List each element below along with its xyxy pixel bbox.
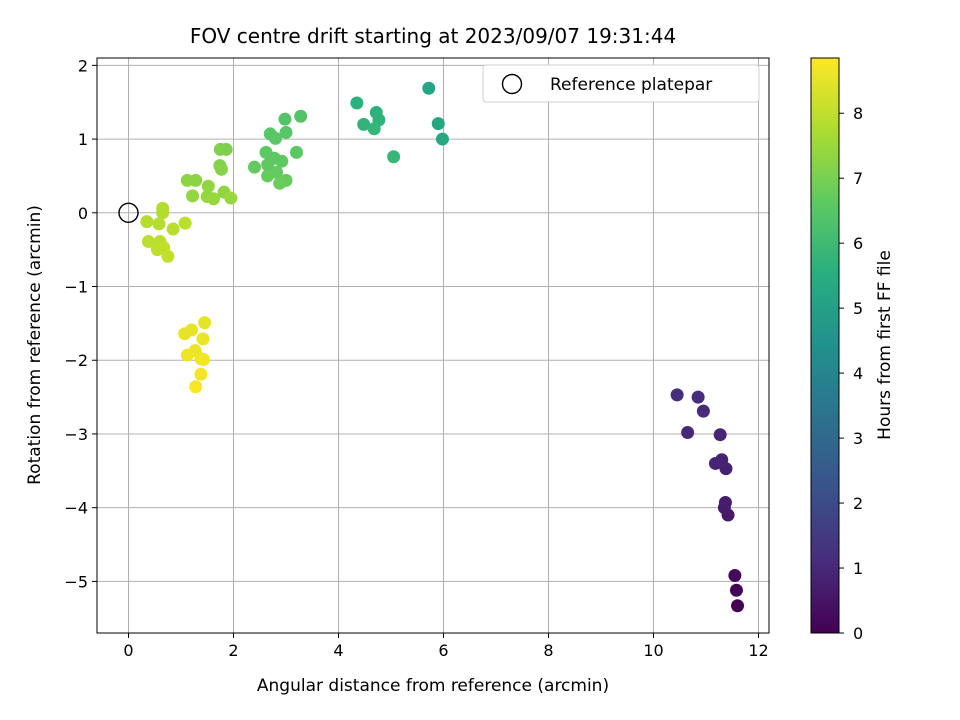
reference-marker [118, 202, 139, 224]
legend: Reference platepar [482, 64, 760, 103]
y-tick-label: −1 [64, 278, 88, 297]
scatter-point [261, 158, 275, 172]
scatter-point [691, 390, 705, 404]
colorbar-ticks: 0 1 2 3 4 5 6 7 8 [839, 104, 863, 643]
chart-title: FOV centre drift starting at 2023/09/07 … [190, 24, 676, 48]
x-tick-label: 6 [438, 641, 448, 660]
reference-layer [118, 202, 139, 224]
x-tick-label: 0 [123, 641, 133, 660]
scatter-point [161, 249, 175, 263]
scatter-point [729, 583, 743, 597]
y-tick-label: −2 [64, 351, 88, 370]
colorbar-tick-label: 0 [853, 624, 863, 643]
x-tick-label: 2 [228, 641, 238, 660]
scatter-point [207, 192, 221, 206]
scatter-point [290, 145, 303, 159]
x-tick-label: 8 [543, 641, 553, 660]
colorbar-tick-label: 3 [853, 429, 863, 448]
scatter-point [201, 179, 215, 193]
scatter-point [197, 353, 211, 367]
scatter-point [357, 117, 371, 131]
scatter-point [156, 206, 170, 220]
scatter-point [708, 456, 722, 470]
scatter-point [180, 348, 194, 362]
x-tick-label: 4 [333, 641, 343, 660]
y-tick-label: −3 [64, 425, 88, 444]
y-axis-ticks: −5 −4 −3 −2 −1 0 1 2 [64, 56, 97, 591]
x-tick-label: 10 [643, 641, 663, 660]
colorbar-tick-label: 2 [853, 494, 863, 513]
scatter-point [431, 117, 445, 131]
legend-reference-marker [501, 73, 523, 95]
scatter-point [294, 109, 308, 123]
scatter-point [214, 162, 228, 176]
scatter-point [166, 222, 180, 236]
scatter-point [435, 132, 449, 146]
colorbar-tick-label: 7 [853, 169, 863, 188]
legend-reference-label: Reference platepar [550, 75, 712, 95]
colorbar-tick-label: 5 [853, 299, 863, 318]
scatter-point [224, 191, 238, 205]
colorbar-tick-label: 8 [853, 104, 863, 123]
scatter-point [140, 215, 154, 229]
colorbar: 0 1 2 3 4 5 6 7 8 Hours from first FF file [810, 57, 895, 643]
scatter-point [189, 380, 203, 394]
scatter-point [186, 189, 200, 203]
x-tick-label: 12 [748, 641, 768, 660]
scatter-point [367, 122, 381, 136]
scatter-point [189, 173, 203, 187]
scatter-point [275, 154, 289, 168]
scatter-point [178, 327, 192, 341]
scatter-point [196, 332, 210, 346]
scatter-point [141, 235, 155, 249]
y-tick-label: 0 [78, 204, 88, 223]
y-tick-label: 1 [78, 130, 88, 149]
scatter-point [269, 131, 282, 145]
scatter-point [152, 217, 166, 231]
colorbar-gradient [810, 57, 840, 634]
scatter-point [278, 112, 292, 126]
x-axis-ticks: 0 2 4 6 8 10 12 [123, 633, 769, 660]
colorbar-tick-label: 6 [853, 234, 863, 253]
scatter-point [198, 316, 212, 330]
colorbar-tick-label: 1 [853, 559, 863, 578]
y-tick-label: −5 [64, 572, 88, 591]
scatter-point [279, 125, 293, 139]
legend-box [482, 64, 760, 103]
scatter-point [273, 176, 287, 190]
scatter-point [178, 216, 192, 230]
scatter-points [140, 81, 744, 613]
scatter-point [696, 404, 710, 418]
x-axis-label: Angular distance from reference (arcmin) [257, 676, 609, 696]
scatter-point [731, 599, 744, 613]
scatter-point [261, 169, 275, 183]
colorbar-tick-label: 4 [853, 364, 863, 383]
scatter-point [718, 496, 732, 510]
scatter-point [670, 388, 684, 402]
scatter-point [713, 428, 727, 442]
y-axis-label: Rotation from reference (arcmin) [25, 205, 45, 485]
scatter-point [422, 81, 436, 95]
y-tick-label: −4 [64, 499, 88, 518]
colorbar-label: Hours from first FF file [875, 250, 895, 440]
scatter-point [387, 150, 401, 164]
scatter-point [219, 142, 233, 156]
y-tick-label: 2 [78, 56, 88, 75]
plot-frame [96, 57, 770, 634]
scatter-point [194, 367, 208, 381]
scatter-point [248, 160, 261, 174]
scatter-point [681, 425, 695, 439]
scatter-point [728, 569, 742, 582]
scatter-point [350, 96, 364, 110]
